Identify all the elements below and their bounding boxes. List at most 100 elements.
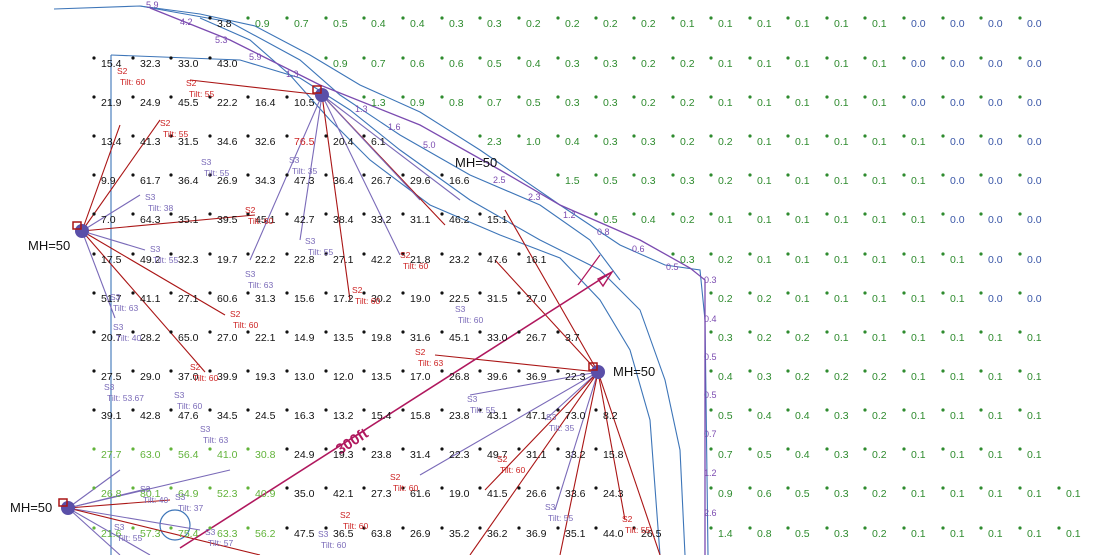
grid-point: 0.9 [324,56,348,70]
pole-fixture[interactable]: MH=50 [312,85,497,170]
edge-value: 0.5 [704,390,717,400]
edge-value: 2.6 [704,508,717,518]
grid-dot [362,212,366,216]
pole-fixture[interactable]: MH=50 [588,362,655,379]
grid-value: 0.3 [565,58,580,70]
grid-value: 0.1 [950,410,965,422]
grid-dot [902,134,906,138]
grid-value: 0.1 [950,528,965,540]
grid-value: 33.0 [178,58,199,70]
grid-dot [941,526,945,530]
grid-dot [92,212,96,216]
grid-value: 34.3 [255,175,276,187]
grid-dot [401,56,405,60]
grid-value: 0.8 [757,528,772,540]
grid-point: 19.3 [324,447,354,461]
pole-fixture[interactable]: MH=50 [10,498,75,515]
grid-dot [902,16,906,20]
grid-dot [1018,212,1022,216]
grid-point: 0.0 [979,212,1003,226]
grid-dot [169,212,173,216]
grid-dot [556,330,560,334]
grid-dot [825,486,829,490]
grid-value: 0.5 [603,175,618,187]
grid-point: 0.2 [671,212,695,226]
grid-point: 0.1 [941,447,965,461]
grid-point: 0.5 [594,212,618,226]
grid-dot [285,16,289,20]
grid-point: 0.7 [709,447,733,461]
grid-point: 19.7 [208,252,238,266]
pole-fixture[interactable]: MH=50 [28,221,89,253]
grid-point: 39.5 [208,212,238,226]
grid-point: 15.4 [92,56,122,70]
grid-dot [1018,447,1022,451]
grid-point: 29.0 [131,369,161,383]
grid-point: 45.5 [169,95,199,109]
grid-point: 42.8 [131,408,161,422]
grid-value: 52.3 [217,488,238,500]
edge-value: 5.9 [249,52,262,62]
grid-value: 0.3 [834,449,849,461]
grid-dot [863,134,867,138]
grid-point: 51.7 [92,291,122,305]
edge-value: 2.5 [493,175,506,185]
grid-point: 43.1 [478,408,508,422]
grid-value: 24.3 [603,488,624,500]
grid-value: 0.2 [641,18,656,30]
grid-value: 0.1 [911,371,926,383]
grid-dot [362,56,366,60]
grid-dot [478,16,482,20]
grid-dot [401,369,405,373]
grid-point: 31.5 [478,291,508,305]
grid-point: 76.5 [285,134,315,148]
grid-value: 21.9 [101,97,122,109]
grid-value: 26.6 [526,488,547,500]
grid-value: 0.1 [1066,488,1081,500]
grid-dot [324,16,328,20]
grid-value: 15.4 [101,58,122,70]
grid-point: 0.2 [594,16,618,30]
grid-point: 0.3 [556,95,580,109]
grid-value: 49.7 [487,449,508,461]
grid-value: 27.7 [101,449,122,461]
grid-dot [401,408,405,412]
grid-value: 27.5 [101,371,122,383]
grid-point: 33.6 [556,486,586,500]
grid-point: 16.1 [517,252,547,266]
grid-dot [786,173,790,177]
grid-point: 1.3 [362,95,386,109]
grid-point: 1.4 [709,526,733,540]
aim-line [67,469,231,509]
grid-value: 13.0 [294,371,315,383]
grid-dot [825,95,829,99]
grid-value: 21.8 [410,254,431,266]
grid-value: 38.4 [333,214,354,226]
grid-point: 0.1 [825,291,849,305]
grid-dot [440,252,444,256]
grid-dot [440,212,444,216]
grid-dot [632,16,636,20]
tilt-label: Tilt: 38 [148,203,173,213]
tilt-label: Tilt: 63 [113,303,138,313]
grid-value: 0.3 [757,371,772,383]
aim-line [81,230,116,319]
grid-value: 0.0 [950,214,965,226]
grid-point: 22.3 [440,447,470,461]
grid-dot [440,330,444,334]
grid-value: 0.1 [950,371,965,383]
grid-value: 0.2 [680,214,695,226]
grid-value: 15.8 [603,449,624,461]
edge-value: 2.3 [528,192,541,202]
grid-point: 0.7 [478,95,502,109]
grid-dot [169,330,173,334]
grid-value: 31.6 [410,332,431,344]
grid-dot [941,291,945,295]
grid-point: 41.1 [131,291,161,305]
grid-value: 24.9 [294,449,315,461]
grid-value: 37.0 [178,371,199,383]
